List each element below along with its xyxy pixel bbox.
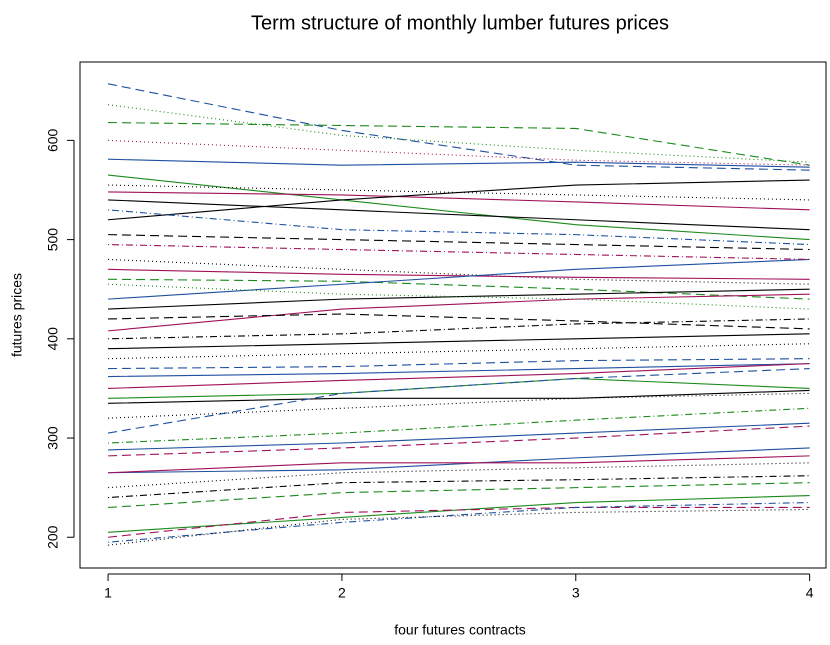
series-line xyxy=(108,191,810,211)
series-line xyxy=(108,422,810,451)
y-tick-label: 500 xyxy=(45,228,61,252)
series-line xyxy=(108,184,810,201)
series-line xyxy=(108,455,810,474)
series-line xyxy=(108,258,810,300)
series-line xyxy=(108,506,810,538)
series-line xyxy=(108,234,810,251)
plot-box xyxy=(79,61,827,569)
series-line xyxy=(108,174,810,241)
series-line xyxy=(108,268,810,280)
y-tick-label: 200 xyxy=(45,525,61,549)
series-line xyxy=(108,244,810,260)
series-line xyxy=(108,333,810,350)
series-line xyxy=(108,288,810,310)
series-line xyxy=(108,462,810,489)
x-tick-label: 1 xyxy=(104,585,112,601)
series-line xyxy=(108,199,810,231)
series-line xyxy=(108,389,810,404)
chart-title: Term structure of monthly lumber futures… xyxy=(251,12,669,34)
series-line xyxy=(107,104,810,163)
y-axis-label: futures prices xyxy=(9,273,25,357)
series-line xyxy=(108,358,810,370)
series-line xyxy=(108,318,810,340)
y-tick-label: 400 xyxy=(45,327,61,351)
series-line xyxy=(108,508,810,546)
series-line xyxy=(108,278,810,300)
series-line xyxy=(108,392,810,419)
series-line xyxy=(108,501,810,543)
y-tick-label: 300 xyxy=(45,426,61,450)
series-line xyxy=(108,209,810,246)
x-tick-label: 4 xyxy=(806,585,814,601)
series-line xyxy=(108,482,810,509)
series-line xyxy=(108,179,810,221)
series-line xyxy=(108,363,810,378)
x-axis-label: four futures contracts xyxy=(394,622,526,638)
series-line xyxy=(108,313,810,330)
series-line xyxy=(107,83,810,171)
series-line xyxy=(108,407,810,444)
y-tick-label: 600 xyxy=(45,128,61,152)
series-line xyxy=(108,425,810,457)
x-tick-label: 3 xyxy=(572,585,580,601)
x-tick-label: 2 xyxy=(338,585,346,601)
series-line xyxy=(108,158,810,168)
series-line xyxy=(108,363,810,389)
series-line xyxy=(107,368,810,434)
series-line xyxy=(108,121,810,166)
series-line xyxy=(108,475,810,499)
series-line xyxy=(108,343,810,360)
series-line xyxy=(108,293,810,332)
series-line xyxy=(108,447,810,474)
